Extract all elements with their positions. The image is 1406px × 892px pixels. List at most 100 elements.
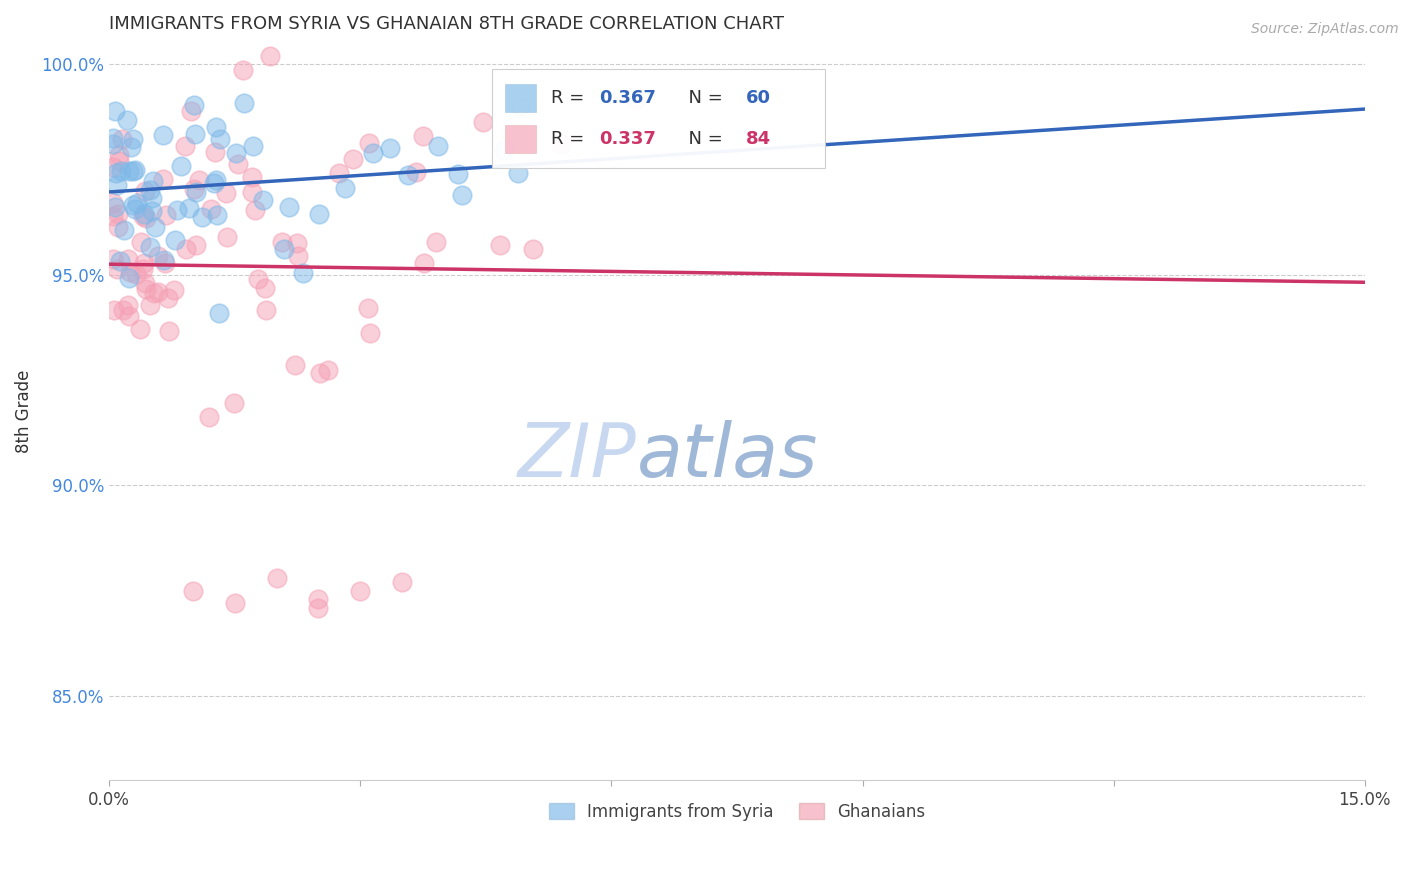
Y-axis label: 8th Grade: 8th Grade bbox=[15, 370, 32, 453]
Point bbox=[156, 291, 179, 305]
Point bbox=[181, 583, 204, 598]
Point bbox=[120, 140, 142, 154]
Point bbox=[522, 243, 544, 257]
Point bbox=[153, 253, 176, 268]
Point bbox=[278, 200, 301, 214]
Point bbox=[425, 235, 447, 250]
Point bbox=[132, 209, 155, 223]
Point bbox=[200, 202, 222, 216]
Text: R =: R = bbox=[551, 129, 591, 148]
Point bbox=[472, 115, 495, 129]
Point bbox=[217, 230, 239, 244]
Point bbox=[308, 366, 330, 380]
Point bbox=[132, 262, 155, 277]
Point bbox=[489, 237, 512, 252]
Point bbox=[117, 252, 139, 267]
Point bbox=[166, 203, 188, 218]
Point bbox=[287, 249, 309, 263]
Point bbox=[174, 139, 197, 153]
Point bbox=[205, 208, 228, 222]
Point bbox=[412, 129, 434, 144]
Text: N =: N = bbox=[676, 129, 728, 148]
Text: atlas: atlas bbox=[637, 420, 818, 491]
Point bbox=[131, 235, 153, 249]
Point bbox=[112, 302, 135, 317]
Point bbox=[103, 303, 125, 318]
Legend: Immigrants from Syria, Ghanaians: Immigrants from Syria, Ghanaians bbox=[543, 796, 932, 827]
Point bbox=[104, 103, 127, 118]
Point bbox=[118, 265, 141, 279]
Text: ZIP: ZIP bbox=[517, 420, 637, 491]
Point bbox=[266, 571, 288, 585]
Point bbox=[342, 153, 364, 167]
Point bbox=[108, 154, 131, 169]
Text: N =: N = bbox=[676, 89, 728, 107]
Point bbox=[118, 270, 141, 285]
Point bbox=[285, 236, 308, 251]
Point bbox=[247, 272, 270, 286]
Point bbox=[291, 266, 314, 280]
Text: Source: ZipAtlas.com: Source: ZipAtlas.com bbox=[1251, 22, 1399, 37]
Point bbox=[252, 193, 274, 207]
Point bbox=[184, 127, 207, 141]
Point bbox=[222, 396, 245, 410]
Point bbox=[328, 166, 350, 180]
Point bbox=[205, 120, 228, 135]
Point bbox=[103, 136, 125, 151]
Point bbox=[121, 164, 143, 178]
Point bbox=[204, 145, 226, 159]
Point bbox=[307, 600, 329, 615]
Point bbox=[169, 159, 191, 173]
Point bbox=[155, 208, 177, 222]
Point bbox=[259, 48, 281, 62]
Point bbox=[142, 285, 165, 300]
Point bbox=[233, 96, 256, 111]
Point bbox=[361, 146, 384, 161]
Point bbox=[114, 223, 136, 237]
Point bbox=[270, 235, 292, 249]
Point bbox=[359, 136, 381, 150]
Point bbox=[308, 207, 330, 221]
Point bbox=[357, 301, 380, 315]
Point bbox=[208, 306, 231, 320]
Point bbox=[152, 172, 174, 186]
Text: 0.367: 0.367 bbox=[599, 89, 655, 107]
Point bbox=[624, 92, 647, 106]
Text: 84: 84 bbox=[745, 129, 770, 148]
Point bbox=[191, 211, 214, 225]
Point bbox=[273, 242, 295, 256]
Point bbox=[186, 185, 208, 199]
Point bbox=[134, 277, 156, 291]
Point bbox=[124, 202, 146, 217]
Point bbox=[224, 596, 246, 610]
Point bbox=[413, 255, 436, 269]
Point bbox=[134, 256, 156, 270]
Text: 60: 60 bbox=[745, 89, 770, 107]
Point bbox=[107, 207, 129, 221]
Point bbox=[426, 138, 449, 153]
Point bbox=[226, 157, 249, 171]
Point bbox=[107, 219, 129, 234]
Point bbox=[103, 131, 125, 145]
Point bbox=[205, 173, 228, 187]
Point bbox=[494, 143, 516, 157]
Point bbox=[153, 255, 176, 269]
Point bbox=[179, 202, 201, 216]
Point bbox=[405, 165, 427, 179]
Point bbox=[118, 164, 141, 178]
Point bbox=[142, 174, 165, 188]
Point bbox=[447, 167, 470, 181]
Point bbox=[111, 132, 134, 146]
Point bbox=[152, 128, 174, 142]
Point bbox=[243, 202, 266, 217]
Point bbox=[103, 161, 125, 175]
Point bbox=[134, 207, 156, 221]
FancyBboxPatch shape bbox=[505, 84, 536, 112]
Point bbox=[138, 240, 160, 254]
Point bbox=[254, 302, 277, 317]
Point bbox=[254, 281, 277, 295]
Point bbox=[209, 132, 232, 146]
Point bbox=[391, 575, 413, 590]
Point bbox=[108, 254, 131, 268]
Point bbox=[105, 178, 128, 193]
